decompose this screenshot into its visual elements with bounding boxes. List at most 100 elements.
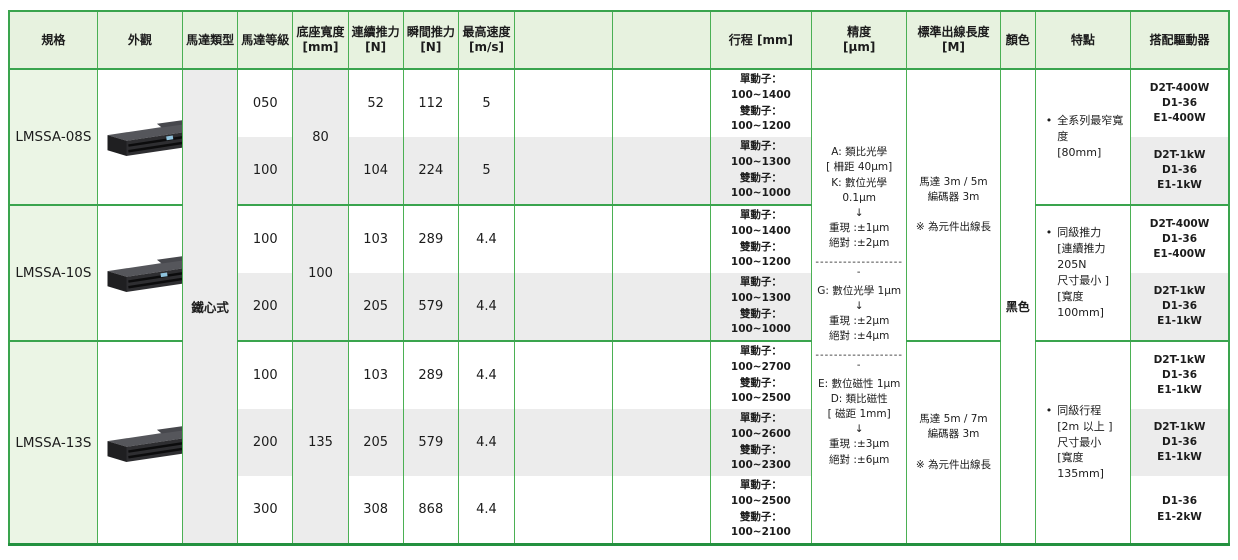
cable-length-cell: 馬達 3m / 5m 編碼器 3m ※ 為元件出線長 [906,68,1001,341]
header-base-width: 底座寬度 [mm] [292,11,349,70]
driver-list: D2T-1kW D1-36 E1-1kW [1130,409,1230,476]
feature-text: 同級推力 [連續推力 205N 尺寸最小 ] [寬度 100mm] [1057,226,1110,319]
header-peak-force: 瞬間推力 [N] [402,11,459,70]
empty-cell [514,204,614,273]
table-row: 200 205 579 4.4 單動子：100~1300 雙動子：100~100… [9,273,1230,341]
header-motor-grade: 馬達等級 [237,11,294,70]
header-empty-1 [514,11,614,70]
header-empty-2 [612,11,711,70]
empty-cell [612,204,711,273]
empty-cell [514,68,614,137]
model-name: LMSSA-08S [8,68,98,205]
header-max-speed: 最高速度 [m/s] [457,11,516,70]
features-cell: • 同級推力 [連續推力 205N 尺寸最小 ] [寬度 100mm] [1034,204,1132,341]
driver-list: D1-36 E1-2kW [1130,476,1230,545]
max-speed: 4.4 [457,409,516,476]
model-name: LMSSA-13S [8,340,98,545]
cont-force: 205 [347,409,404,476]
peak-force: 289 [402,340,459,409]
empty-cell [612,476,711,545]
peak-force: 289 [402,204,459,273]
features-cell: • 全系列最窄寬度 [80mm] [1034,68,1132,205]
header-row: 規格 外觀 馬達類型 馬達等級 底座寬度 [mm] 連續推力 [N] 瞬間推力 … [8,11,1230,70]
table-row: LMSSA-08S 鐵心式 050 80 52 112 5 [8,68,1230,545]
header-color: 顏色 [999,11,1036,70]
feature-text: 全系列最窄寬度 [80mm] [1057,114,1124,159]
max-speed: 5 [457,137,516,205]
color-value: 黑色 [999,68,1036,545]
stroke-range: 單動子：100~2600 雙動子：100~2300 [709,409,813,476]
peak-force: 579 [402,273,459,341]
motor-grade: 100 [237,204,294,273]
header-spec: 規格 [8,11,98,70]
accuracy-magnetic-block: E: 數位磁性 1μm D: 類比磁性 [ 磁距 1mm] ↓ 重現 :±3μm… [817,377,901,466]
empty-cell [612,409,711,476]
driver-list: D2T-1kW D1-36 E1-1kW [1130,340,1230,409]
header-motor-type: 馬達類型 [182,11,239,70]
features-cell: • 同級行程 [2m 以上 ] 尺寸最小 [寬度 135mm] [1034,340,1132,545]
cable-length-cell: 馬達 5m / 7m 編碼器 3m ※ 為元件出線長 [906,340,1001,545]
linear-motor-image [107,256,182,292]
header-cable-length: 標準出線長度 [M] [906,11,1001,70]
stroke-range: 單動子：100~1400 雙動子：100~1200 [709,204,813,273]
stroke-range: 單動子：100~1400 雙動子：100~1200 [709,68,813,137]
header-accuracy: 精度 [μm] [811,11,908,70]
header-driver: 搭配驅動器 [1130,11,1230,70]
feature-text: 同級行程 [2m 以上 ] 尺寸最小 [寬度 135mm] [1057,403,1113,481]
motor-grade: 200 [237,273,294,341]
driver-list: D2T-1kW D1-36 E1-1kW [1130,137,1230,205]
model-name: LMSSA-10S [8,204,98,341]
base-width: 100 [292,204,349,341]
accuracy-cell: A: 類比光學 [ 柵距 40μm] K: 數位光學 0.1μm ↓ 重現 :±… [811,68,908,545]
max-speed: 4.4 [457,476,516,545]
accuracy-digital-optical-block: G: 數位光學 1μm ↓ 重現 :±2μm 絕對 :±4μm [817,284,902,343]
driver-list: D2T-1kW D1-36 E1-1kW [1130,273,1230,341]
cont-force: 103 [347,204,404,273]
stroke-range: 單動子：100~2700 雙動子：100~2500 [709,340,813,409]
empty-cell [612,340,711,409]
stroke-range: 單動子：100~2500 雙動子：100~2100 [709,476,813,545]
max-speed: 4.4 [457,340,516,409]
dashed-divider: -------------------- [815,349,903,371]
empty-cell [514,476,614,545]
product-image-cell [96,68,184,205]
empty-cell [514,340,614,409]
bullet: • [1045,226,1053,240]
header-appearance: 外觀 [96,11,184,70]
driver-list: D2T-400W D1-36 E1-400W [1130,204,1230,273]
header-cont-force: 連續推力 [N] [347,11,404,70]
peak-force: 868 [402,476,459,545]
cont-force: 308 [347,476,404,545]
cont-force: 205 [347,273,404,341]
catalog-page: 規格 外觀 馬達類型 馬達等級 底座寬度 [mm] 連續推力 [N] 瞬間推力 … [0,10,1238,560]
max-speed: 4.4 [457,204,516,273]
table-row: 100 104 224 5 單動子：100~1300 雙動子：100~1000 … [9,137,1230,205]
empty-cell [612,137,711,205]
linear-motor-image [107,120,182,156]
max-speed: 4.4 [457,273,516,341]
header-features: 特點 [1034,11,1132,70]
motor-grade: 200 [237,409,294,476]
peak-force: 224 [402,137,459,205]
linear-motor-image [107,425,182,462]
driver-list: D2T-400W D1-36 E1-400W [1130,68,1230,137]
empty-cell [612,68,711,137]
stroke-range: 單動子：100~1300 雙動子：100~1000 [709,137,813,205]
bullet: • [1045,403,1053,417]
base-width: 135 [292,340,349,545]
cont-force: 52 [347,68,404,137]
table-row: LMSSA-13S 100 135 103 289 4.4 [8,340,1230,545]
dashed-divider: -------------------- [815,256,903,278]
empty-cell [514,137,614,205]
max-speed: 5 [457,68,516,137]
bullet: • [1045,114,1053,128]
product-image-cell [96,340,184,545]
base-width: 80 [292,68,349,205]
header-stroke: 行程 [mm] [709,11,813,70]
product-image-cell [96,204,184,341]
table-row: 200 205 579 4.4 單動子：100~2600 雙動子：100~230… [9,409,1230,476]
table-row: LMSSA-10S 100 100 103 289 4.4 [8,204,1230,341]
empty-cell [514,409,614,476]
cont-force: 103 [347,340,404,409]
motor-grade: 100 [237,340,294,409]
